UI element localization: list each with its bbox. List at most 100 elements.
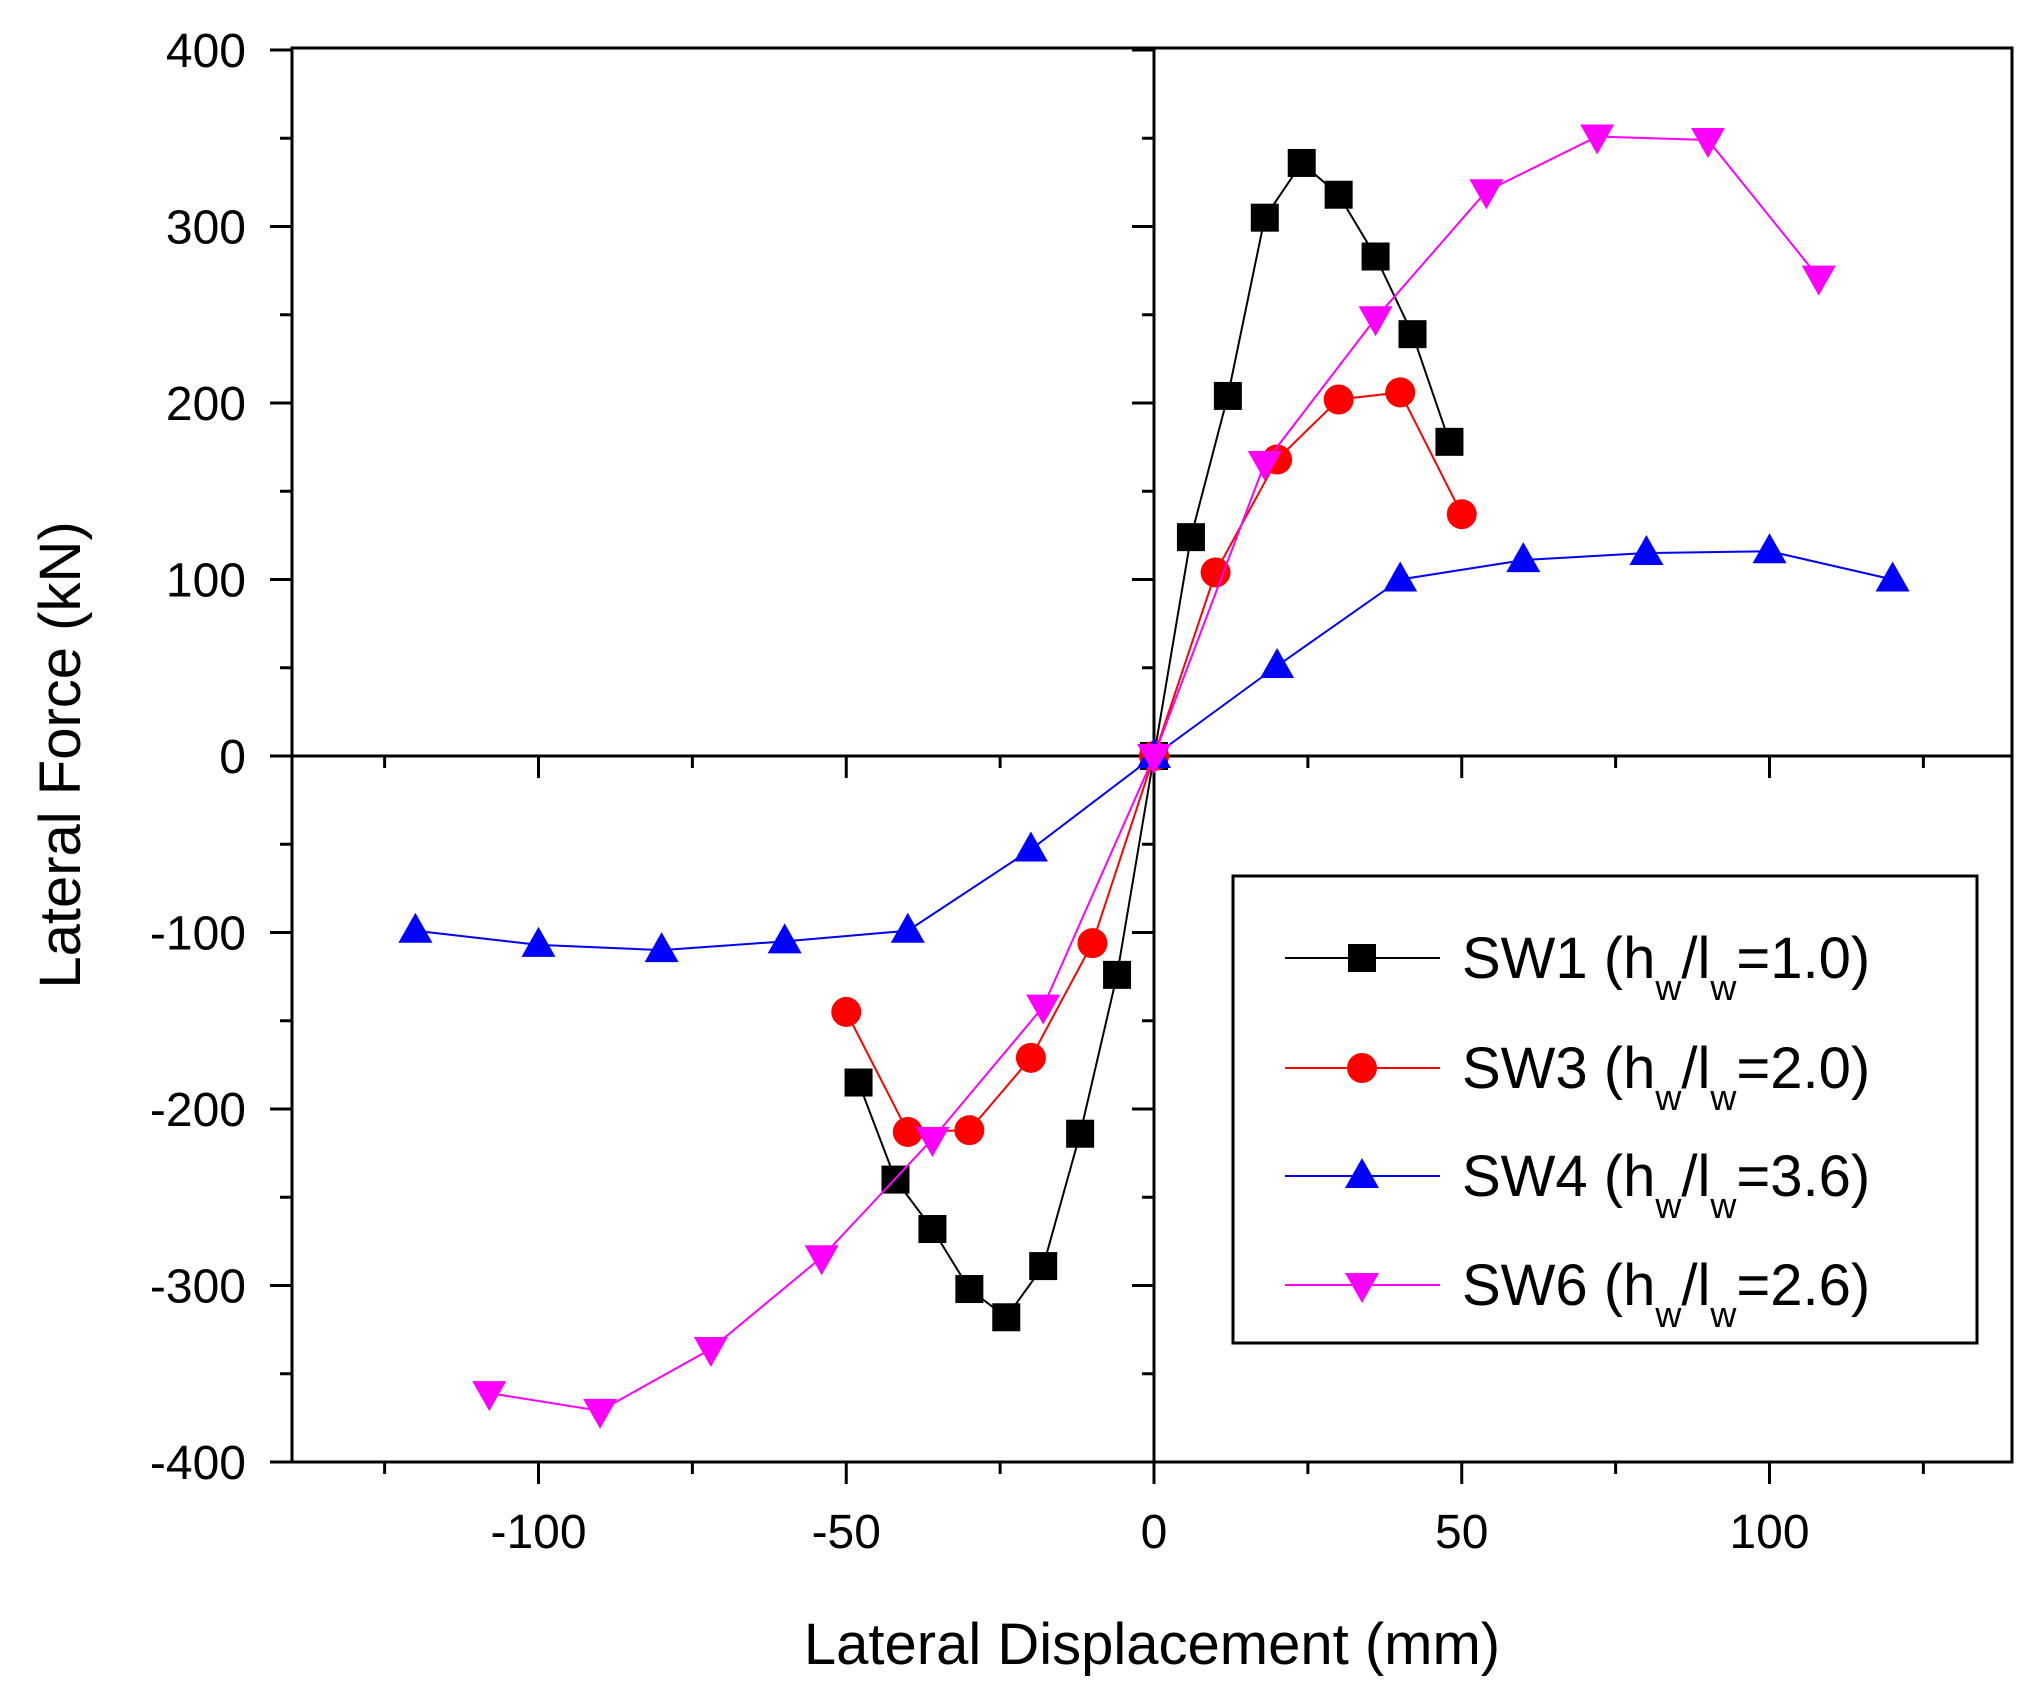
x-tick-label: 0 [1141, 1506, 1168, 1559]
legend-item-sw4: SW4 (hw/lw=3.6) [1285, 1144, 1870, 1226]
legend-text-part: /l [1681, 1144, 1710, 1209]
data-point-triangle-down [693, 1337, 728, 1368]
data-point-circle [1015, 1042, 1046, 1073]
legend-text-part: =3.6) [1736, 1144, 1870, 1209]
data-point-triangle-down [1358, 306, 1393, 337]
data-point-triangle-up [644, 932, 679, 963]
data-point-circle [1446, 499, 1477, 530]
legend-subscript: w [1709, 1294, 1737, 1335]
data-point-square [955, 1275, 984, 1304]
data-point-triangle-down [1026, 994, 1061, 1025]
data-point-triangle-up [1506, 542, 1541, 573]
legend-subscript: w [1709, 1077, 1737, 1118]
data-point-triangle-up [521, 926, 556, 957]
legend-text-part: =1.0) [1736, 926, 1870, 991]
y-tick-label: -400 [150, 1437, 246, 1490]
y-tick-label: 200 [166, 378, 246, 431]
data-point-circle [1385, 377, 1416, 408]
data-point-circle [1323, 384, 1354, 415]
legend-item-sw1: SW1 (hw/lw=1.0) [1285, 926, 1870, 1008]
legend-items: SW1 (hw/lw=1.0)SW3 (hw/lw=2.0)SW4 (hw/lw… [1285, 926, 1870, 1335]
legend-label: SW1 (hw/lw=1.0) [1462, 926, 1870, 1008]
legend-text-part: SW3 (h [1462, 1036, 1655, 1101]
legend-subscript: w [1654, 1077, 1682, 1118]
data-point-circle [892, 1116, 923, 1147]
y-axis-title: Lateral Force (kN) [28, 521, 93, 988]
data-point-triangle-up [398, 912, 433, 943]
legend-label: SW4 (hw/lw=3.6) [1462, 1144, 1870, 1226]
data-point-triangle-down [1690, 128, 1725, 159]
legend-subscript: w [1709, 1185, 1737, 1226]
y-tick-label: 0 [219, 731, 246, 784]
x-tick-label: 50 [1435, 1506, 1488, 1559]
x-axis-title: Lateral Displacement (mm) [804, 1612, 1500, 1677]
y-tick-label: -100 [150, 908, 246, 961]
data-point-triangle-down [1345, 1273, 1379, 1303]
data-point-square [1324, 180, 1353, 209]
y-tick-label: 300 [166, 202, 246, 255]
data-point-square [1361, 242, 1390, 271]
x-tick-label: -100 [490, 1506, 586, 1559]
data-point-triangle-up [1345, 1158, 1379, 1188]
data-point-triangle-down [1801, 265, 1836, 296]
y-tick-label: -300 [150, 1261, 246, 1314]
legend-subscript: w [1654, 967, 1682, 1008]
x-tick-label: -50 [812, 1506, 881, 1559]
data-point-triangle-down [472, 1381, 507, 1412]
legend-text-part: /l [1681, 1253, 1710, 1318]
data-point-triangle-down [1469, 179, 1504, 210]
data-point-triangle-up [1629, 535, 1664, 566]
data-point-triangle-up [767, 923, 802, 954]
legend-text-part: /l [1681, 1036, 1710, 1101]
series-sw1 [844, 148, 1464, 1332]
legend-text-part: SW4 (h [1462, 1144, 1655, 1209]
data-point-triangle-down [1247, 451, 1282, 482]
data-point-triangle-down [583, 1398, 618, 1429]
data-point-triangle-down [804, 1245, 839, 1276]
legend-label: SW6 (hw/lw=2.6) [1462, 1253, 1870, 1335]
legend: SW1 (hw/lw=1.0)SW3 (hw/lw=2.0)SW4 (hw/lw… [1231, 874, 1979, 1345]
legend-text-part: =2.6) [1736, 1253, 1870, 1318]
data-point-square [918, 1215, 947, 1244]
y-tick-label: 400 [166, 25, 246, 78]
data-point-square [1348, 944, 1376, 972]
ticks: -100 -50 0 50 100 -400 -300 -200 -100 0 100 200 300 4… [150, 25, 1925, 1559]
x-tick-label: 100 [1729, 1506, 1809, 1559]
data-point-square [1066, 1119, 1095, 1148]
data-point-circle [954, 1115, 985, 1146]
legend-text-part: /l [1681, 926, 1710, 991]
data-point-circle [831, 996, 862, 1027]
data-point-square [1435, 427, 1464, 456]
data-point-triangle-up [1260, 647, 1295, 678]
data-point-triangle-up [890, 912, 925, 943]
data-point-triangle-down [1137, 744, 1171, 774]
series [398, 124, 1910, 1429]
legend-subscript: w [1709, 967, 1737, 1008]
data-point-triangle-up [1013, 831, 1048, 862]
legend-item-sw3: SW3 (hw/lw=2.0) [1285, 1036, 1870, 1118]
legend-label: SW3 (hw/lw=2.0) [1462, 1036, 1870, 1118]
data-point-triangle-up [1875, 561, 1910, 592]
legend-subscript: w [1654, 1294, 1682, 1335]
legend-subscript: w [1654, 1185, 1682, 1226]
data-point-square [1213, 381, 1242, 410]
data-point-square [844, 1068, 873, 1097]
series-sw6 [472, 124, 1836, 1429]
data-point-square [1176, 523, 1205, 552]
legend-item-sw6: SW6 (hw/lw=2.6) [1285, 1253, 1870, 1335]
legend-text-part: =2.0) [1736, 1036, 1870, 1101]
data-point-triangle-down [1580, 124, 1615, 155]
data-point-triangle-up [1383, 561, 1418, 592]
data-point-square [1029, 1252, 1058, 1281]
legend-text-part: SW1 (h [1462, 926, 1655, 991]
data-point-square [992, 1303, 1021, 1332]
data-point-triangle-up [1752, 533, 1787, 564]
y-tick-label: -200 [150, 1084, 246, 1137]
data-point-circle [1077, 928, 1108, 959]
data-point-square [1287, 148, 1316, 177]
legend-text-part: SW6 (h [1462, 1253, 1655, 1318]
y-tick-label: 100 [166, 555, 246, 608]
data-point-triangle-down [915, 1127, 950, 1158]
data-point-circle [1200, 557, 1231, 588]
